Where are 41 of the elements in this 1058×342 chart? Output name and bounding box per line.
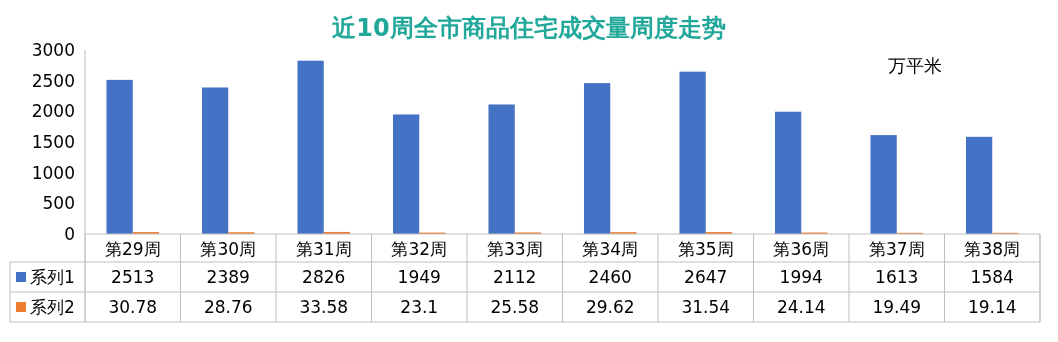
data-label: 33.58 xyxy=(299,297,349,317)
data-label: 23.1 xyxy=(400,297,439,317)
data-label: 1994 xyxy=(779,267,823,287)
x-tick-label: 第32周 xyxy=(391,239,448,259)
x-tick-label: 第33周 xyxy=(486,239,543,259)
x-tick-label: 第35周 xyxy=(677,239,734,259)
data-label: 19.14 xyxy=(967,297,1017,317)
data-label: 24.14 xyxy=(776,297,826,317)
x-tick-label: 第31周 xyxy=(295,239,352,259)
data-label: 30.78 xyxy=(108,297,158,317)
x-tick-label: 第30周 xyxy=(200,239,257,259)
y-tick-label: 0 xyxy=(64,224,75,244)
data-label: 29.62 xyxy=(585,297,635,317)
data-label: 2826 xyxy=(302,267,346,287)
data-label: 2513 xyxy=(111,267,155,287)
data-label: 2389 xyxy=(206,267,250,287)
y-tick-label: 3000 xyxy=(31,40,75,60)
y-tick-label: 1500 xyxy=(31,132,75,152)
chart-title: 近10周全市商品住宅成交量周度走势 xyxy=(332,14,726,42)
x-tick-label: 第37周 xyxy=(868,239,925,259)
annotation: 万平米 xyxy=(888,55,942,76)
y-tick-label: 2000 xyxy=(31,101,75,122)
data-label: 1613 xyxy=(875,267,919,287)
x-tick-label: 第29周 xyxy=(104,239,161,259)
x-tick-label: 第36周 xyxy=(773,239,830,259)
data-label: 1949 xyxy=(397,267,441,287)
y-tick-label: 1000 xyxy=(31,162,75,183)
x-tick-label: 第34周 xyxy=(582,239,639,259)
legend-label: 系列2 xyxy=(30,297,75,317)
y-tick-label: 2500 xyxy=(31,70,75,91)
data-label: 2460 xyxy=(588,267,632,287)
legend-label: 系列1 xyxy=(30,267,75,287)
data-label: 31.54 xyxy=(681,297,731,317)
y-tick-label: 500 xyxy=(42,193,75,214)
data-label: 2647 xyxy=(684,267,728,287)
x-tick-label: 第38周 xyxy=(964,239,1021,259)
data-label: 2112 xyxy=(493,267,537,287)
data-label: 1584 xyxy=(970,267,1014,287)
data-label: 19.49 xyxy=(872,297,922,317)
data-label: 25.58 xyxy=(490,297,540,317)
data-label: 28.76 xyxy=(203,297,253,317)
